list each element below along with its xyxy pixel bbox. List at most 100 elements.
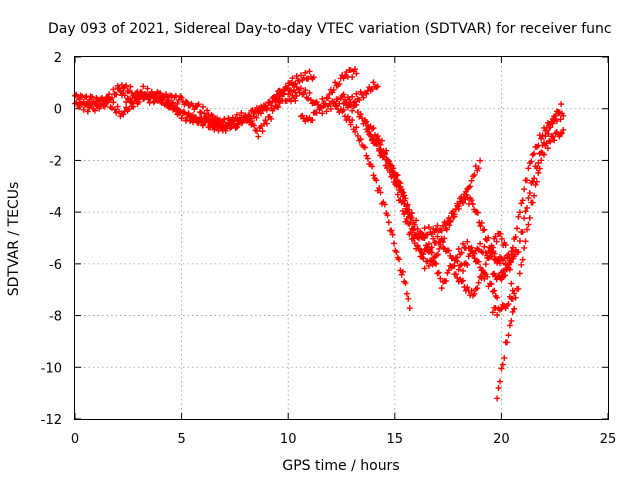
data-point bbox=[268, 115, 275, 122]
data-point bbox=[313, 109, 320, 116]
data-point bbox=[438, 285, 445, 292]
data-point bbox=[393, 249, 400, 256]
x-tick-label: 10 bbox=[280, 432, 297, 447]
data-point bbox=[488, 281, 495, 288]
data-point bbox=[519, 256, 526, 263]
data-point bbox=[548, 133, 555, 140]
data-point bbox=[307, 96, 314, 103]
data-point bbox=[376, 136, 383, 143]
data-point bbox=[460, 240, 467, 247]
data-point bbox=[464, 261, 471, 268]
data-point bbox=[285, 91, 292, 98]
data-point bbox=[123, 99, 130, 106]
data-point bbox=[204, 107, 211, 114]
data-point bbox=[383, 147, 390, 154]
data-point bbox=[377, 189, 384, 196]
data-point bbox=[420, 251, 427, 258]
data-point bbox=[405, 220, 412, 227]
data-point bbox=[514, 225, 521, 232]
data-point bbox=[474, 285, 481, 292]
data-point bbox=[174, 100, 181, 107]
data-point bbox=[475, 279, 482, 286]
data-point bbox=[518, 200, 525, 207]
data-point bbox=[498, 276, 505, 283]
data-point bbox=[302, 87, 309, 94]
data-point bbox=[454, 202, 461, 209]
data-point bbox=[481, 269, 488, 276]
data-point bbox=[148, 88, 155, 95]
data-point bbox=[523, 204, 530, 211]
data-point bbox=[511, 290, 518, 297]
data-point bbox=[289, 81, 296, 88]
data-point bbox=[383, 165, 390, 172]
series-satellite-k bbox=[451, 230, 518, 318]
data-point bbox=[557, 116, 564, 123]
data-point bbox=[353, 101, 360, 108]
data-point bbox=[113, 109, 120, 116]
data-point bbox=[497, 230, 504, 237]
data-point bbox=[379, 154, 386, 161]
data-point bbox=[406, 305, 413, 312]
data-point bbox=[381, 153, 388, 160]
data-point bbox=[144, 85, 151, 92]
data-point bbox=[436, 245, 443, 252]
data-point bbox=[255, 133, 262, 140]
x-axis-label: GPS time / hours bbox=[282, 458, 399, 474]
data-point bbox=[116, 85, 123, 92]
data-point bbox=[560, 112, 567, 119]
data-point bbox=[528, 158, 535, 165]
data-point bbox=[438, 236, 445, 243]
data-point bbox=[503, 266, 510, 273]
data-point bbox=[504, 339, 511, 346]
data-point bbox=[493, 238, 500, 245]
data-point bbox=[475, 165, 482, 172]
data-point bbox=[545, 130, 552, 137]
data-point bbox=[506, 322, 513, 329]
data-point bbox=[306, 68, 313, 75]
data-point bbox=[199, 103, 206, 110]
data-point bbox=[425, 224, 432, 231]
data-point bbox=[408, 210, 415, 217]
data-point bbox=[428, 249, 435, 256]
series-satellite-f bbox=[332, 102, 413, 312]
data-point bbox=[155, 90, 162, 97]
data-point bbox=[464, 238, 471, 245]
data-point bbox=[445, 247, 452, 254]
data-point bbox=[386, 169, 393, 176]
data-point bbox=[370, 172, 377, 179]
data-point bbox=[549, 134, 556, 141]
data-point bbox=[526, 190, 533, 197]
data-point bbox=[502, 272, 509, 279]
data-point bbox=[363, 90, 370, 97]
data-point bbox=[467, 183, 474, 190]
data-point bbox=[354, 132, 361, 139]
data-point bbox=[288, 88, 295, 95]
data-point bbox=[229, 114, 236, 121]
data-point bbox=[434, 251, 441, 258]
data-point bbox=[509, 244, 516, 251]
data-point bbox=[455, 266, 462, 273]
data-point bbox=[406, 206, 413, 213]
data-point bbox=[397, 183, 404, 190]
data-point bbox=[522, 238, 529, 245]
data-point bbox=[544, 145, 551, 152]
data-point bbox=[330, 86, 337, 93]
data-point bbox=[478, 275, 485, 282]
data-point bbox=[515, 285, 522, 292]
data-point bbox=[464, 284, 471, 291]
data-point bbox=[553, 118, 560, 125]
data-point bbox=[417, 229, 424, 236]
data-point bbox=[541, 139, 548, 146]
data-point bbox=[494, 395, 501, 402]
data-point bbox=[443, 226, 450, 233]
y-tick-label: 2 bbox=[54, 51, 62, 66]
data-point bbox=[191, 106, 198, 113]
data-point bbox=[411, 240, 418, 247]
data-point bbox=[315, 101, 322, 108]
data-point bbox=[204, 115, 211, 122]
data-point bbox=[374, 140, 381, 147]
data-point bbox=[546, 137, 553, 144]
data-point bbox=[525, 165, 532, 172]
data-point bbox=[539, 132, 546, 139]
